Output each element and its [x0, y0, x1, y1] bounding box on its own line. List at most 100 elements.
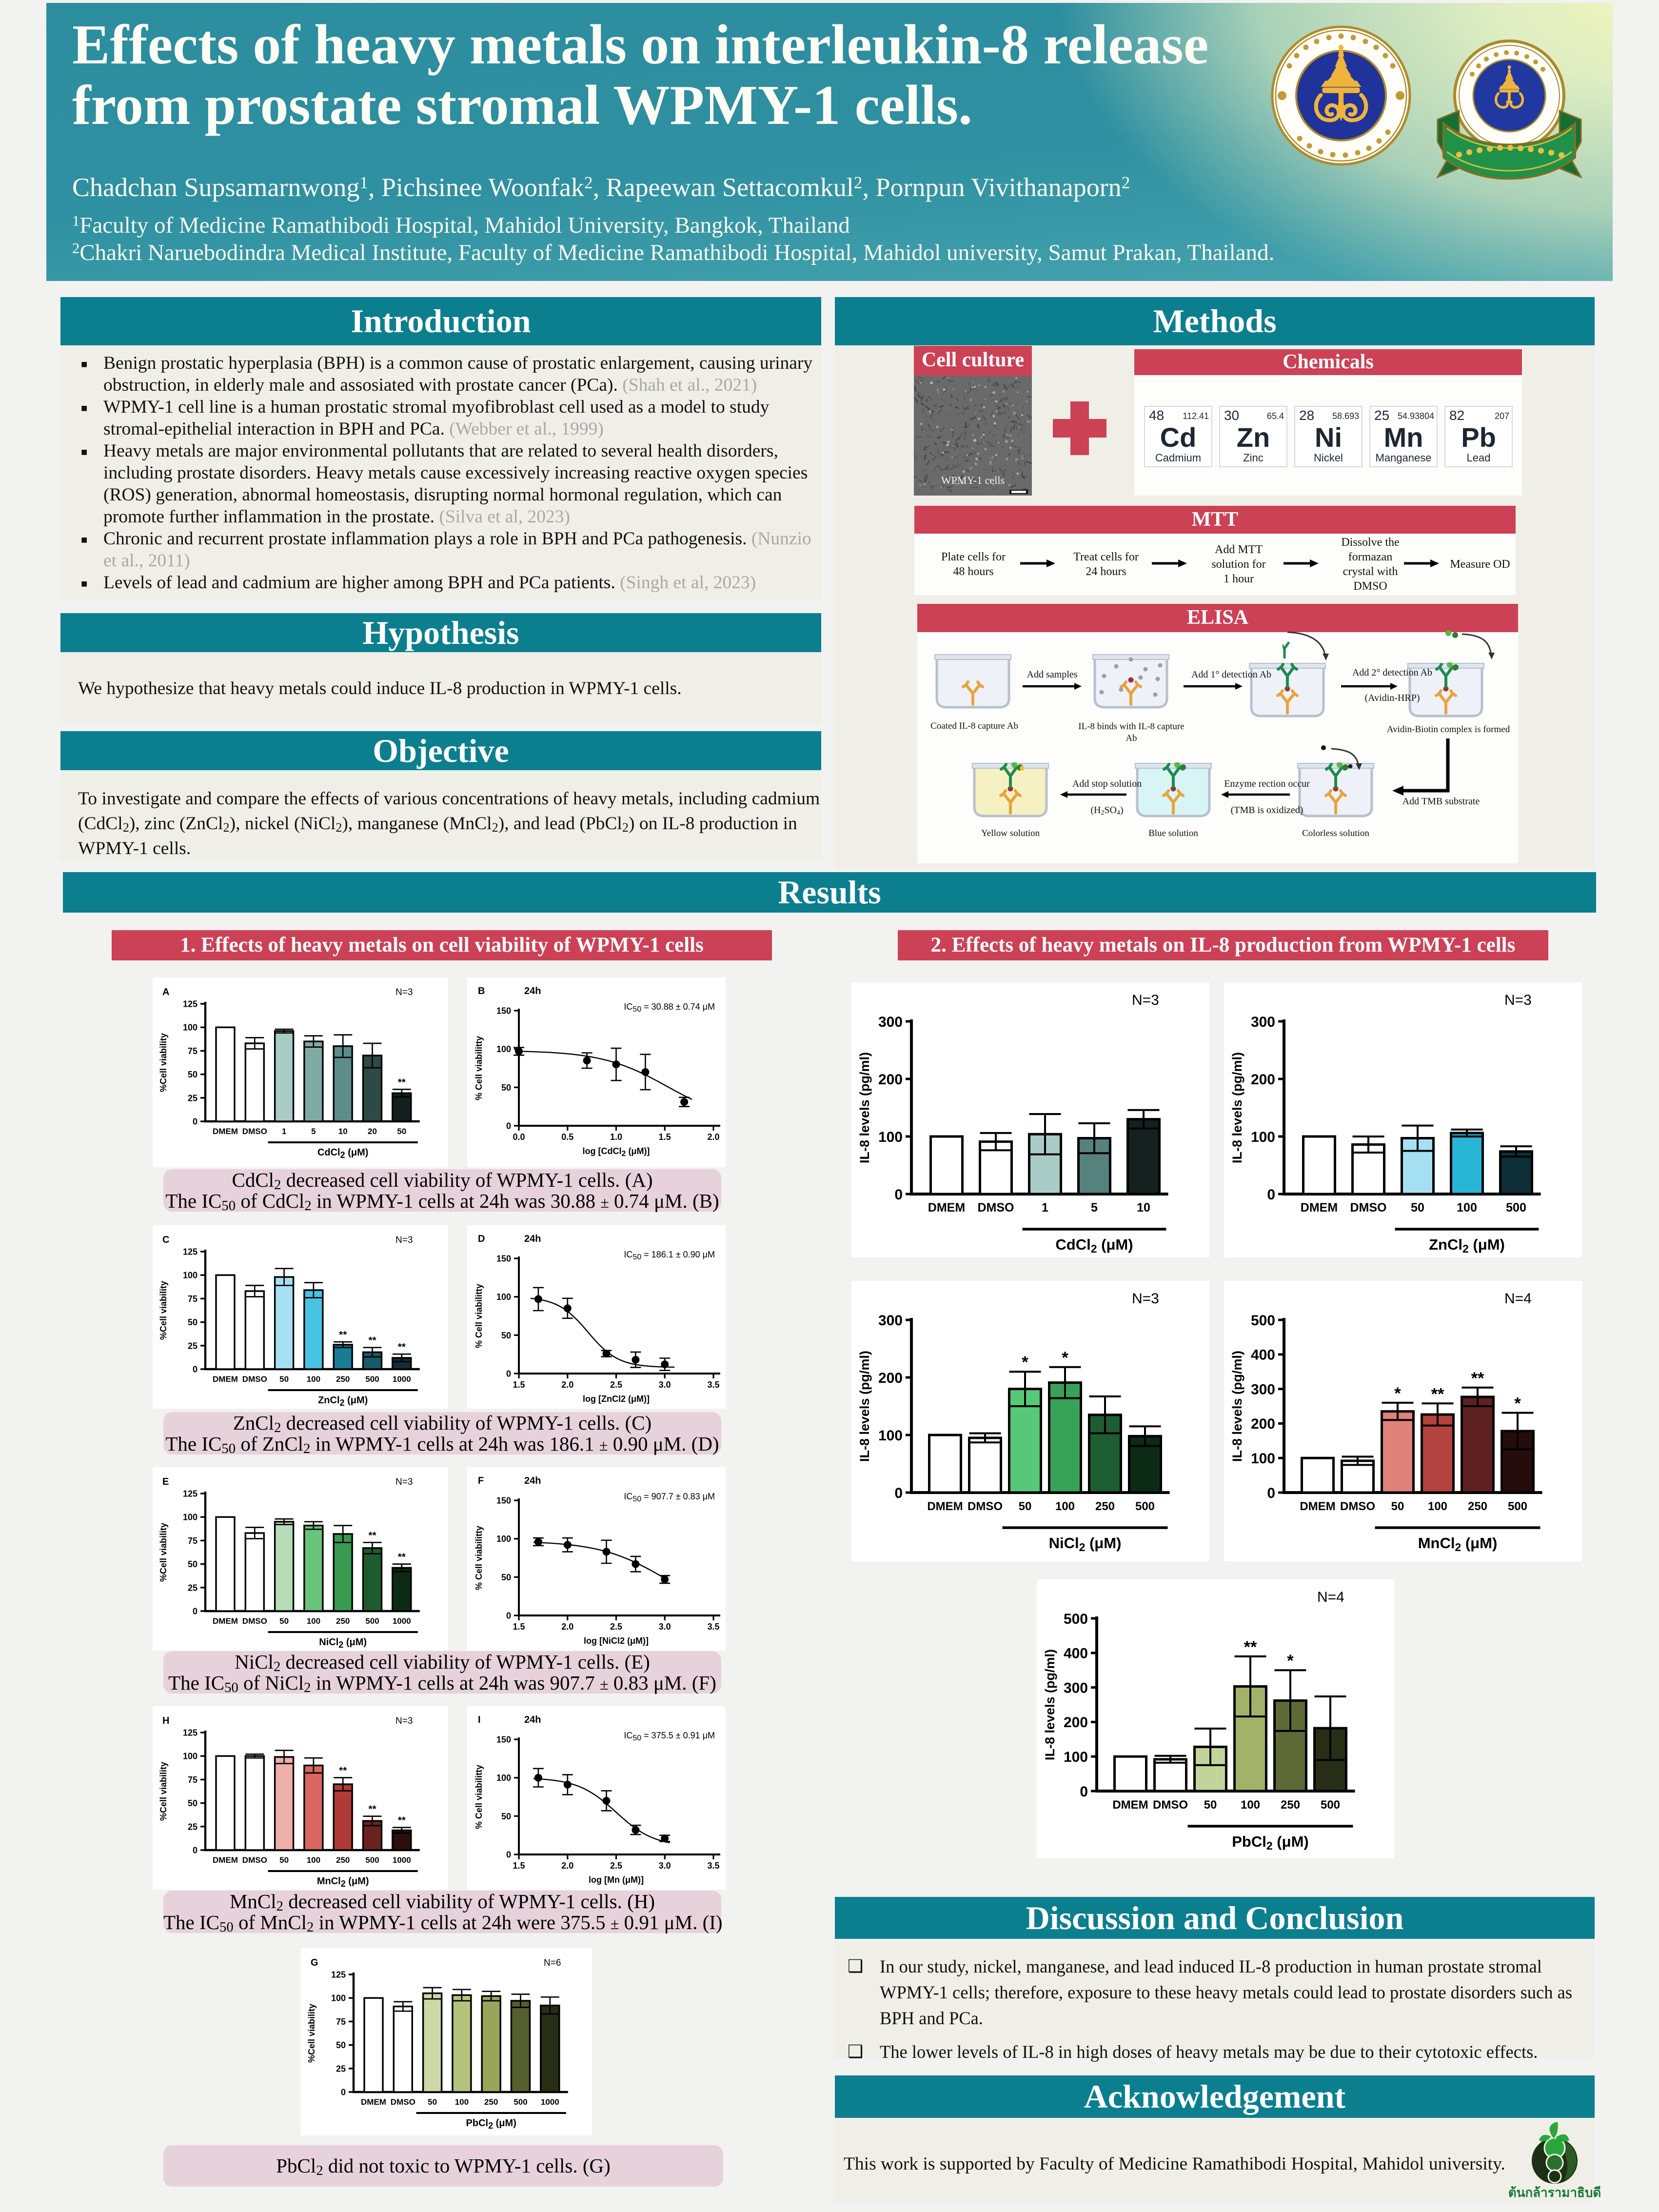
svg-text:N=3: N=3 [395, 1716, 413, 1726]
svg-text:0: 0 [193, 1365, 198, 1375]
svg-text:% Cell viabilitty: % Cell viabilitty [474, 1765, 484, 1829]
svg-text:log [NiCl2 (μM)]: log [NiCl2 (μM)] [584, 1636, 649, 1646]
svg-text:0: 0 [193, 1607, 198, 1616]
svg-text:DMEM: DMEM [1301, 1201, 1338, 1215]
svg-text:125: 125 [183, 1728, 198, 1738]
svg-text:100: 100 [496, 1292, 511, 1302]
svg-text:250: 250 [336, 1855, 350, 1865]
svg-text:DMEM: DMEM [213, 1127, 238, 1136]
svg-text:DMEM: DMEM [1300, 1500, 1335, 1513]
svg-text:50: 50 [279, 1375, 289, 1384]
svg-text:0: 0 [193, 1846, 198, 1855]
svg-text:100: 100 [183, 1271, 198, 1280]
svg-text:10: 10 [1137, 1201, 1150, 1215]
svg-text:500: 500 [1064, 1611, 1088, 1627]
svg-text:100: 100 [1457, 1201, 1477, 1215]
svg-text:**: ** [339, 1329, 347, 1340]
svg-text:PbCl2 (μM): PbCl2 (μM) [1232, 1833, 1308, 1852]
svg-text:25: 25 [188, 1583, 198, 1593]
svg-text:2.5: 2.5 [610, 1861, 622, 1871]
svg-text:100: 100 [455, 2097, 469, 2107]
svg-text:0.5: 0.5 [561, 1132, 573, 1142]
svg-text:*: * [1062, 1349, 1068, 1367]
svg-text:log [ZnCl2 (μM)]: log [ZnCl2 (μM)] [583, 1394, 650, 1404]
svg-text:IL-8 levels (pg/ml): IL-8 levels (pg/ml) [1230, 1351, 1244, 1462]
svg-text:2.5: 2.5 [610, 1622, 622, 1632]
svg-text:125: 125 [183, 1247, 198, 1257]
svg-text:1.5: 1.5 [513, 1380, 525, 1390]
svg-text:DMEM: DMEM [1112, 1798, 1148, 1812]
svg-text:24h: 24h [524, 1714, 541, 1725]
svg-text:50: 50 [501, 1812, 511, 1821]
svg-text:100: 100 [1064, 1749, 1088, 1765]
svg-text:1: 1 [1042, 1201, 1048, 1215]
svg-text:0: 0 [341, 2088, 346, 2097]
svg-text:200: 200 [1251, 1416, 1275, 1432]
svg-text:75: 75 [188, 1775, 198, 1785]
svg-text:0: 0 [1080, 1784, 1088, 1800]
svg-text:100: 100 [496, 1773, 511, 1783]
svg-text:ZnCl2 (μM): ZnCl2 (μM) [1429, 1236, 1505, 1255]
svg-text:1000: 1000 [393, 1375, 411, 1384]
svg-text:**: ** [368, 1335, 376, 1346]
svg-text:5: 5 [1091, 1201, 1098, 1215]
svg-text:0: 0 [193, 1117, 198, 1127]
svg-text:250: 250 [1095, 1500, 1115, 1513]
svg-text:% Cell viabilitty: % Cell viabilitty [474, 1284, 484, 1348]
svg-text:100: 100 [1251, 1451, 1275, 1467]
svg-text:N=4: N=4 [1504, 1291, 1532, 1307]
svg-text:400: 400 [1064, 1646, 1088, 1662]
svg-text:1000: 1000 [393, 1616, 411, 1626]
svg-text:1: 1 [282, 1127, 286, 1136]
svg-text:CdCl2 (μM): CdCl2 (μM) [1055, 1236, 1133, 1255]
svg-text:3.0: 3.0 [659, 1861, 671, 1871]
svg-text:log [Mn (μM)]: log [Mn (μM)] [589, 1875, 644, 1885]
svg-text:300: 300 [1251, 1014, 1275, 1030]
svg-text:E: E [162, 1476, 169, 1487]
svg-text:100: 100 [331, 1993, 346, 2003]
svg-text:3.5: 3.5 [707, 1622, 719, 1632]
svg-text:DMSO: DMSO [242, 1375, 267, 1384]
svg-text:2.0: 2.0 [561, 1861, 573, 1871]
svg-text:DMSO: DMSO [242, 1855, 267, 1865]
svg-text:300: 300 [1064, 1680, 1088, 1696]
svg-text:DMEM: DMEM [213, 1616, 238, 1626]
svg-text:250: 250 [336, 1616, 350, 1626]
svg-text:**: ** [368, 1530, 376, 1541]
svg-text:50: 50 [501, 1331, 511, 1340]
svg-text:0: 0 [894, 1187, 903, 1203]
svg-text:A: A [162, 987, 169, 997]
svg-text:IC50 = 186.1 ± 0.90 μM: IC50 = 186.1 ± 0.90 μM [624, 1250, 715, 1261]
svg-text:DMEM: DMEM [928, 1201, 965, 1215]
svg-text:2.0: 2.0 [561, 1380, 573, 1390]
svg-text:I: I [478, 1714, 481, 1725]
svg-text:F: F [478, 1475, 484, 1486]
svg-text:IL-8 levels (pg/ml): IL-8 levels (pg/ml) [857, 1052, 872, 1163]
svg-text:DMSO: DMSO [1350, 1201, 1387, 1215]
svg-text:%Cell viability: %Cell viability [158, 1033, 168, 1092]
svg-text:%Cell viability: %Cell viability [158, 1762, 168, 1821]
svg-text:NiCl2 (μM): NiCl2 (μM) [319, 1637, 367, 1650]
svg-text:75: 75 [188, 1536, 198, 1546]
svg-text:100: 100 [307, 1855, 320, 1865]
svg-text:100: 100 [1241, 1798, 1260, 1812]
svg-text:1.5: 1.5 [513, 1861, 525, 1871]
svg-text:3.5: 3.5 [707, 1380, 719, 1390]
svg-text:1000: 1000 [393, 1855, 411, 1865]
svg-text:IL-8 levels (pg/ml): IL-8 levels (pg/ml) [1043, 1649, 1057, 1760]
svg-text:250: 250 [1281, 1798, 1300, 1812]
svg-text:200: 200 [878, 1370, 903, 1386]
svg-text:H: H [162, 1715, 169, 1726]
svg-text:100: 100 [1428, 1500, 1447, 1513]
svg-text:20: 20 [368, 1127, 377, 1136]
svg-text:75: 75 [188, 1294, 198, 1304]
svg-text:400: 400 [1251, 1347, 1275, 1363]
svg-text:500: 500 [1135, 1500, 1155, 1513]
svg-text:0: 0 [506, 1121, 511, 1131]
svg-text:1000: 1000 [541, 2097, 559, 2107]
svg-text:100: 100 [496, 1044, 511, 1054]
svg-text:IC50 = 30.88 ± 0.74 μM: IC50 = 30.88 ± 0.74 μM [624, 1002, 715, 1014]
svg-text:24h: 24h [524, 1475, 541, 1486]
svg-text:IC50 = 907.7 ± 0.83 μM: IC50 = 907.7 ± 0.83 μM [624, 1492, 715, 1503]
svg-text:5: 5 [311, 1127, 316, 1136]
